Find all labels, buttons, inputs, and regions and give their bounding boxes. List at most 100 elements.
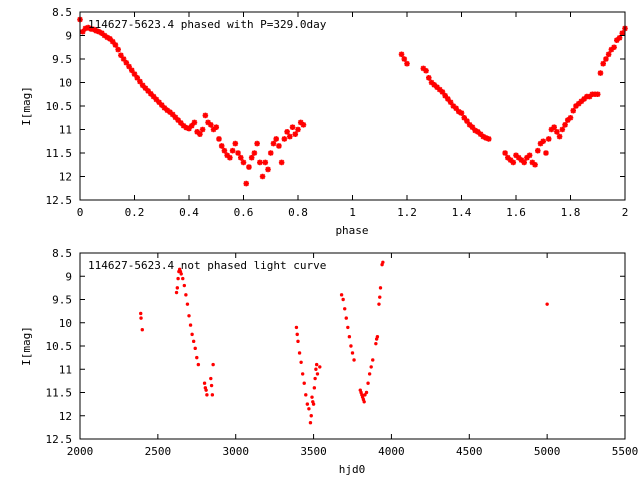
data-point [532, 161, 538, 168]
data-point [551, 124, 557, 130]
data-point [292, 131, 299, 137]
data-point [197, 131, 203, 137]
data-point [112, 42, 119, 48]
data-point [529, 159, 536, 166]
data-point [175, 286, 180, 290]
data-points [77, 16, 628, 187]
data-point [556, 133, 563, 140]
data-point [99, 30, 105, 36]
data-point [505, 154, 511, 161]
x-tick-label: 3500 [300, 445, 327, 458]
data-point [295, 126, 301, 133]
data-point [515, 154, 522, 161]
data-point [123, 59, 130, 66]
data-point [313, 376, 317, 381]
data-point [367, 372, 372, 376]
data-point [104, 34, 111, 41]
y-tick-label: 8.5 [52, 247, 72, 260]
data-point [537, 140, 544, 147]
data-point [312, 386, 317, 390]
data-point [145, 88, 151, 94]
data-point [483, 135, 489, 141]
data-point [614, 37, 620, 43]
chart-title: 114627-5623.4 not phased light curve [88, 259, 326, 272]
data-point [469, 124, 476, 130]
data-point [461, 114, 468, 121]
data-point [270, 140, 277, 147]
data-point [366, 381, 370, 385]
data-point [229, 147, 236, 154]
data-point [196, 362, 201, 367]
data-point [188, 323, 193, 327]
data-point [158, 102, 165, 108]
data-point [182, 283, 187, 288]
data-point [213, 124, 220, 130]
y-tick-label: 9 [65, 30, 72, 43]
data-point [374, 341, 378, 346]
data-point [453, 105, 459, 112]
y-tick-label: 10.5 [46, 340, 73, 353]
data-point [191, 339, 196, 344]
data-point [445, 96, 451, 102]
data-point [205, 393, 209, 397]
data-point [302, 381, 306, 385]
data-point [139, 311, 143, 316]
data-point [294, 325, 299, 330]
data-point [447, 99, 454, 106]
data-point [605, 51, 612, 58]
x-tick-label: 0.8 [288, 206, 308, 219]
data-point [507, 157, 514, 163]
data-point [156, 99, 162, 106]
data-point [307, 407, 311, 411]
data-point [450, 103, 457, 109]
x-tick-label: 4000 [378, 445, 405, 458]
data-point [300, 372, 305, 376]
data-point [341, 297, 345, 302]
data-point [199, 126, 206, 133]
data-point [436, 86, 443, 93]
x-axis-label: phase [335, 224, 368, 237]
data-point [404, 60, 410, 67]
x-tick-label: 5000 [534, 445, 561, 458]
data-point [188, 122, 195, 129]
data-point [575, 100, 582, 107]
data-point [276, 143, 282, 149]
data-point [573, 103, 579, 109]
data-point [174, 290, 179, 295]
data-point [352, 358, 356, 362]
data-point [295, 332, 299, 337]
data-point [210, 126, 217, 133]
data-point [134, 75, 141, 81]
data-point [297, 351, 302, 355]
data-point [346, 325, 350, 330]
x-tick-label: 0.6 [234, 206, 254, 219]
phased-light-curve-chart: 0 0.2 0.4 0.6 0.8 1 1.2 1.4 1.6 1.8 2 8.5 9 9.5 10 10.5… [20, 6, 628, 237]
data-point [237, 154, 244, 161]
data-point [510, 159, 517, 166]
data-point [128, 67, 135, 74]
chart-title: 114627-5623.4 phased with P=329.0day [88, 18, 327, 31]
data-point [371, 358, 375, 362]
y-tick-label: 9.5 [52, 53, 72, 66]
data-point [194, 129, 200, 135]
x-tick-label: 1.4 [452, 206, 472, 219]
data-point [344, 316, 348, 320]
data-point [210, 393, 215, 397]
data-point [296, 339, 300, 344]
y-tick-label: 12 [59, 171, 72, 184]
data-point [299, 360, 303, 364]
data-point [434, 84, 440, 90]
data-points [139, 260, 549, 425]
axis-ticks: 2000 2500 3000 3500 4000 4500 5000 5500 8.5 9 9.5 1… [46, 247, 639, 458]
data-point [485, 136, 492, 142]
data-point [209, 383, 214, 388]
x-tick-label: 1.6 [506, 206, 526, 219]
data-point [378, 295, 382, 299]
data-point [502, 150, 508, 156]
data-point [300, 122, 307, 128]
data-point [339, 293, 344, 297]
data-point [350, 351, 355, 355]
data-point [420, 65, 427, 72]
data-point [254, 140, 260, 147]
data-point [315, 372, 320, 376]
